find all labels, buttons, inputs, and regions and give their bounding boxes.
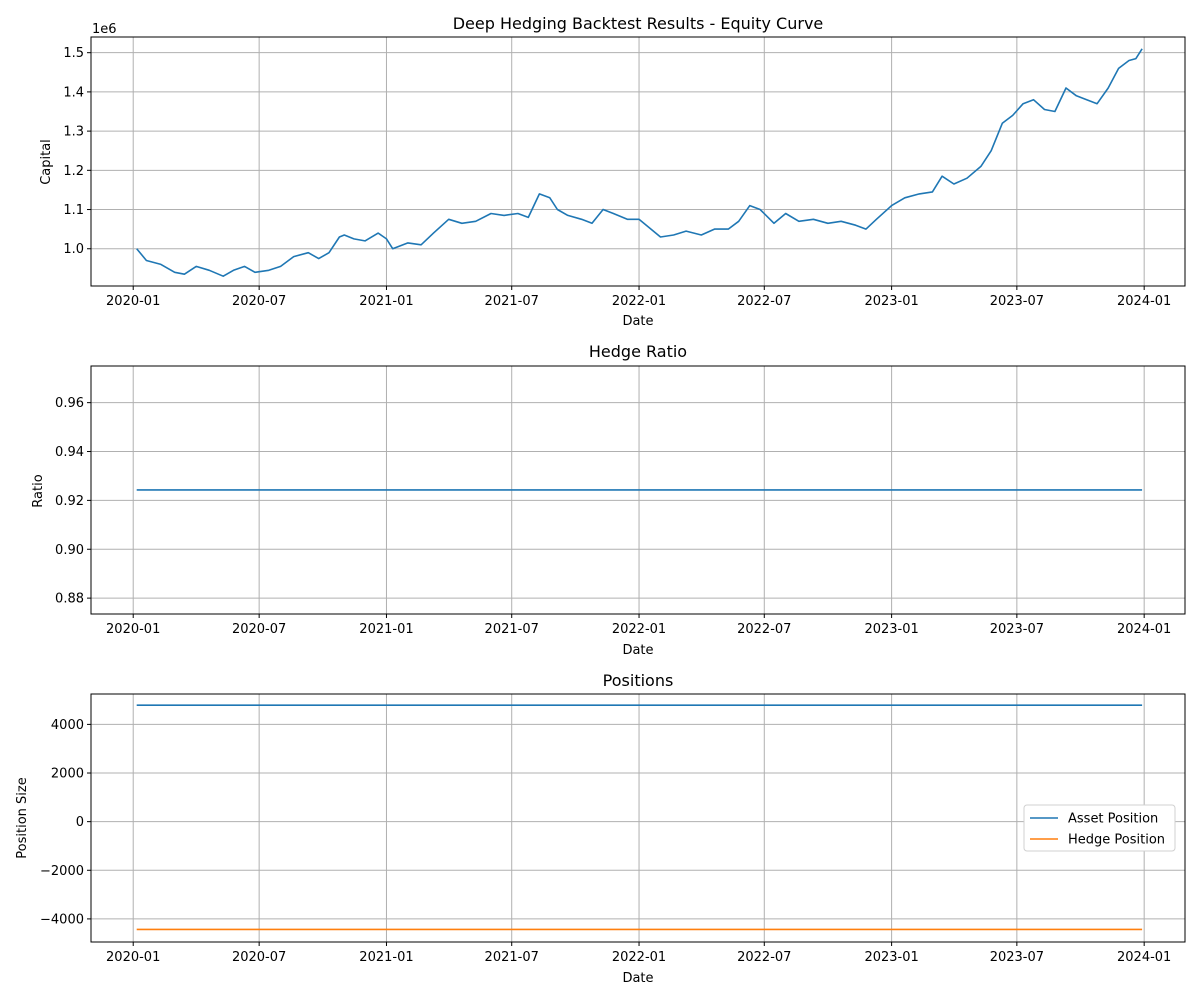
y-tick-label: 0.88 [55, 592, 84, 607]
x-tick-label: 2021-07 [485, 294, 539, 309]
y-tick-label: −2000 [40, 864, 84, 879]
x-tick-label: 2020-07 [232, 294, 286, 309]
x-tick-label: 2022-07 [737, 950, 791, 965]
x-tick-label: 2022-07 [737, 294, 791, 309]
x-axis-label: Date [622, 643, 653, 658]
plot-frame [90, 36, 1186, 287]
x-tick-label: 2023-07 [990, 294, 1044, 309]
x-tick-label: 2023-01 [864, 622, 918, 637]
legend-label: Hedge Position [1068, 833, 1165, 848]
plot-frame [90, 365, 1186, 615]
plot-frame [90, 693, 1186, 943]
x-tick-label: 2021-01 [359, 622, 413, 637]
y-tick-label: 0.96 [55, 396, 84, 411]
hedge-ratio-panel: Hedge Ratio Date Ratio 2020-01 2020-07 202… [31, 342, 1186, 658]
y-tick-label: 0.90 [55, 543, 84, 558]
x-tick-label: 2022-01 [612, 950, 666, 965]
chart-title: Deep Hedging Backtest Results - Equity C… [453, 14, 824, 33]
x-tick-label: 2023-01 [864, 294, 918, 309]
x-tick-label: 2022-01 [612, 294, 666, 309]
series-line [136, 48, 1143, 278]
x-tick-label: 2021-07 [485, 622, 539, 637]
x-axis-label: Date [622, 314, 653, 329]
x-tick-label: 2023-07 [990, 950, 1044, 965]
y-tick-label: 4000 [51, 718, 84, 733]
x-tick-label: 2024-01 [1117, 294, 1171, 309]
y-tick-label: 0.92 [55, 494, 84, 509]
y-axis-label: Position Size [15, 777, 30, 858]
x-tick-label: 2022-07 [737, 622, 791, 637]
y-tick-label: −4000 [40, 912, 84, 927]
x-tick-label: 2020-01 [106, 950, 160, 965]
chart-title: Hedge Ratio [589, 342, 687, 361]
x-tick-label: 2020-07 [232, 950, 286, 965]
x-tick-label: 2020-07 [232, 622, 286, 637]
x-tick-label: 2023-01 [864, 950, 918, 965]
x-tick-label: 2021-07 [485, 950, 539, 965]
equity-curve-panel: Deep Hedging Backtest Results - Equity C… [39, 14, 1186, 329]
y-axis-label: Ratio [31, 474, 46, 507]
x-axis-label: Date [622, 971, 653, 986]
x-tick-label: 2021-01 [359, 294, 413, 309]
x-tick-label: 2024-01 [1117, 950, 1171, 965]
y-tick-label: 1.3 [63, 125, 84, 140]
y-tick-label: 0 [76, 815, 84, 830]
chart-title: Positions [603, 671, 674, 690]
legend-box [1023, 804, 1176, 852]
y-tick-label: 0.94 [55, 445, 84, 460]
positions-panel: Positions Date Position Size 2020-01 2020… [15, 671, 1186, 986]
x-tick-label: 2024-01 [1117, 622, 1171, 637]
y-tick-label: 1.5 [63, 46, 84, 61]
x-tick-label: 2021-01 [359, 950, 413, 965]
y-tick-label: 1.1 [63, 203, 84, 218]
x-tick-label: 2022-01 [612, 622, 666, 637]
y-tick-label: 2000 [51, 767, 84, 782]
y-tick-label: 1.2 [63, 164, 84, 179]
y-axis-label: Capital [39, 139, 54, 185]
legend-label: Asset Position [1068, 812, 1158, 827]
y-tick-label: 1.0 [63, 242, 84, 257]
x-tick-label: 2023-07 [990, 622, 1044, 637]
y-offset-label: 1e6 [92, 22, 117, 37]
y-tick-label: 1.4 [63, 85, 84, 100]
x-tick-label: 2020-01 [106, 294, 160, 309]
x-tick-label: 2020-01 [106, 622, 160, 637]
